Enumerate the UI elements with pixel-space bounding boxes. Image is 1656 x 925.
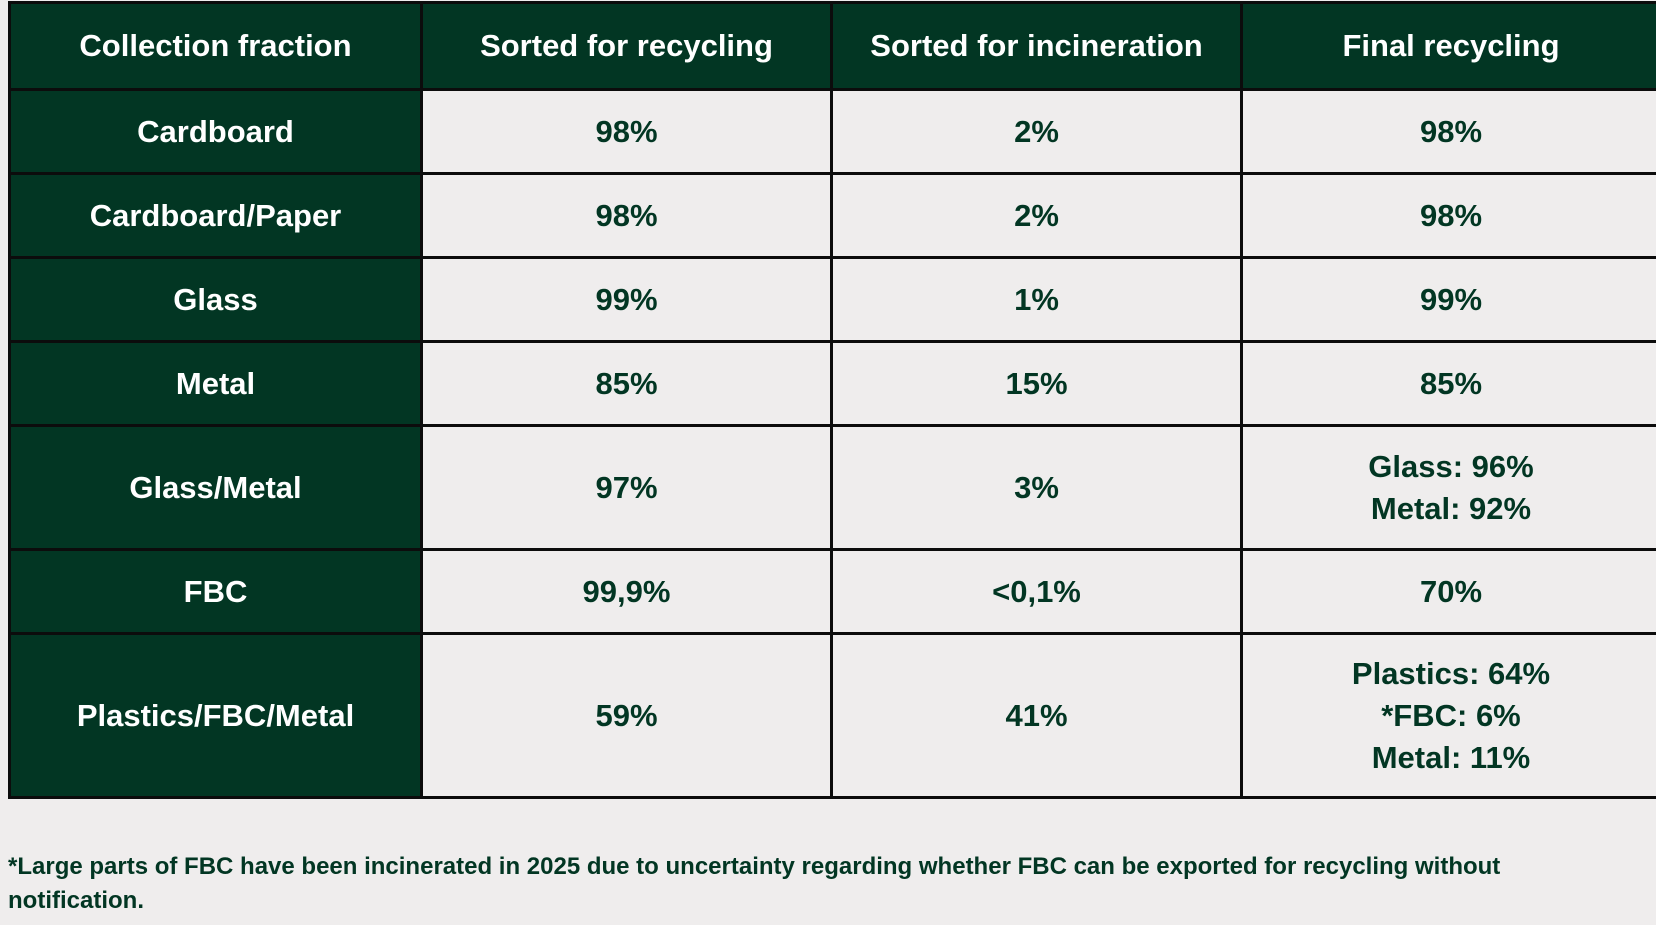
final-recycling-line: 70% <box>1419 573 1483 609</box>
footnote: *Large parts of FBC have been incinerate… <box>8 853 1501 914</box>
header-final-recycling: Final recycling <box>1240 1 1656 91</box>
sorted-recycling-cell: 59% <box>420 632 833 799</box>
table-row: FBC 99,9% <0,1% 70% <box>8 548 1656 635</box>
table-row: Glass/Metal 97% 3% Glass: 96% Metal: 92% <box>8 424 1656 551</box>
final-recycling-line: Glass: 96% <box>1368 448 1534 484</box>
final-recycling-line: 98% <box>1419 113 1483 149</box>
table-row: Metal 85% 15% 85% <box>8 340 1656 427</box>
final-recycling-line: Plastics: 64% <box>1351 655 1551 691</box>
final-recycling-cell: 98% <box>1240 88 1656 175</box>
final-recycling-cell: Plastics: 64% *FBC: 6% Metal: 11% <box>1240 632 1656 799</box>
final-recycling-line: 85% <box>1419 365 1483 401</box>
sorted-recycling-cell: 99,9% <box>420 548 833 635</box>
table-row: Glass 99% 1% 99% <box>8 256 1656 343</box>
table-row: Plastics/FBC/Metal 59% 41% Plastics: 64%… <box>8 632 1656 799</box>
final-recycling-line: *FBC: 6% <box>1381 697 1521 733</box>
sorted-incineration-cell: 2% <box>830 172 1243 259</box>
sorted-recycling-cell: 98% <box>420 172 833 259</box>
sorted-incineration-cell: 1% <box>830 256 1243 343</box>
final-recycling-cell: 99% <box>1240 256 1656 343</box>
table-row: Cardboard/Paper 98% 2% 98% <box>8 172 1656 259</box>
sorted-incineration-cell: 2% <box>830 88 1243 175</box>
fraction-cell: Metal <box>8 340 423 427</box>
final-recycling-cell: 85% <box>1240 340 1656 427</box>
final-recycling-cell: Glass: 96% Metal: 92% <box>1240 424 1656 551</box>
header-sorted-for-incineration: Sorted for incineration <box>830 1 1243 91</box>
sorted-incineration-cell: 41% <box>830 632 1243 799</box>
fraction-cell: Cardboard <box>8 88 423 175</box>
sorted-recycling-cell: 99% <box>420 256 833 343</box>
recycling-table: Collection fraction Sorted for recycling… <box>8 1 1656 799</box>
table-body: Cardboard 98% 2% 98% Cardboard/Paper 98%… <box>8 88 1656 799</box>
fraction-cell: FBC <box>8 548 423 635</box>
fraction-cell: Glass <box>8 256 423 343</box>
final-recycling-cell: 70% <box>1240 548 1656 635</box>
fraction-cell: Plastics/FBC/Metal <box>8 632 423 799</box>
table-header: Collection fraction Sorted for recycling… <box>8 1 1656 91</box>
fraction-cell: Cardboard/Paper <box>8 172 423 259</box>
table-row: Cardboard 98% 2% 98% <box>8 88 1656 175</box>
header-sorted-for-recycling: Sorted for recycling <box>420 1 833 91</box>
header-row: Collection fraction Sorted for recycling… <box>8 1 1656 91</box>
sorted-incineration-cell: 15% <box>830 340 1243 427</box>
final-recycling-cell: 98% <box>1240 172 1656 259</box>
final-recycling-line: Metal: 92% <box>1370 490 1532 526</box>
fraction-cell: Glass/Metal <box>8 424 423 551</box>
sorted-incineration-cell: 3% <box>830 424 1243 551</box>
final-recycling-line: 99% <box>1419 281 1483 317</box>
sorted-incineration-cell: <0,1% <box>830 548 1243 635</box>
sorted-recycling-cell: 98% <box>420 88 833 175</box>
sorted-recycling-cell: 85% <box>420 340 833 427</box>
sorted-recycling-cell: 97% <box>420 424 833 551</box>
final-recycling-line: 98% <box>1419 197 1483 233</box>
header-collection-fraction: Collection fraction <box>8 1 423 91</box>
final-recycling-line: Metal: 11% <box>1371 739 1531 775</box>
